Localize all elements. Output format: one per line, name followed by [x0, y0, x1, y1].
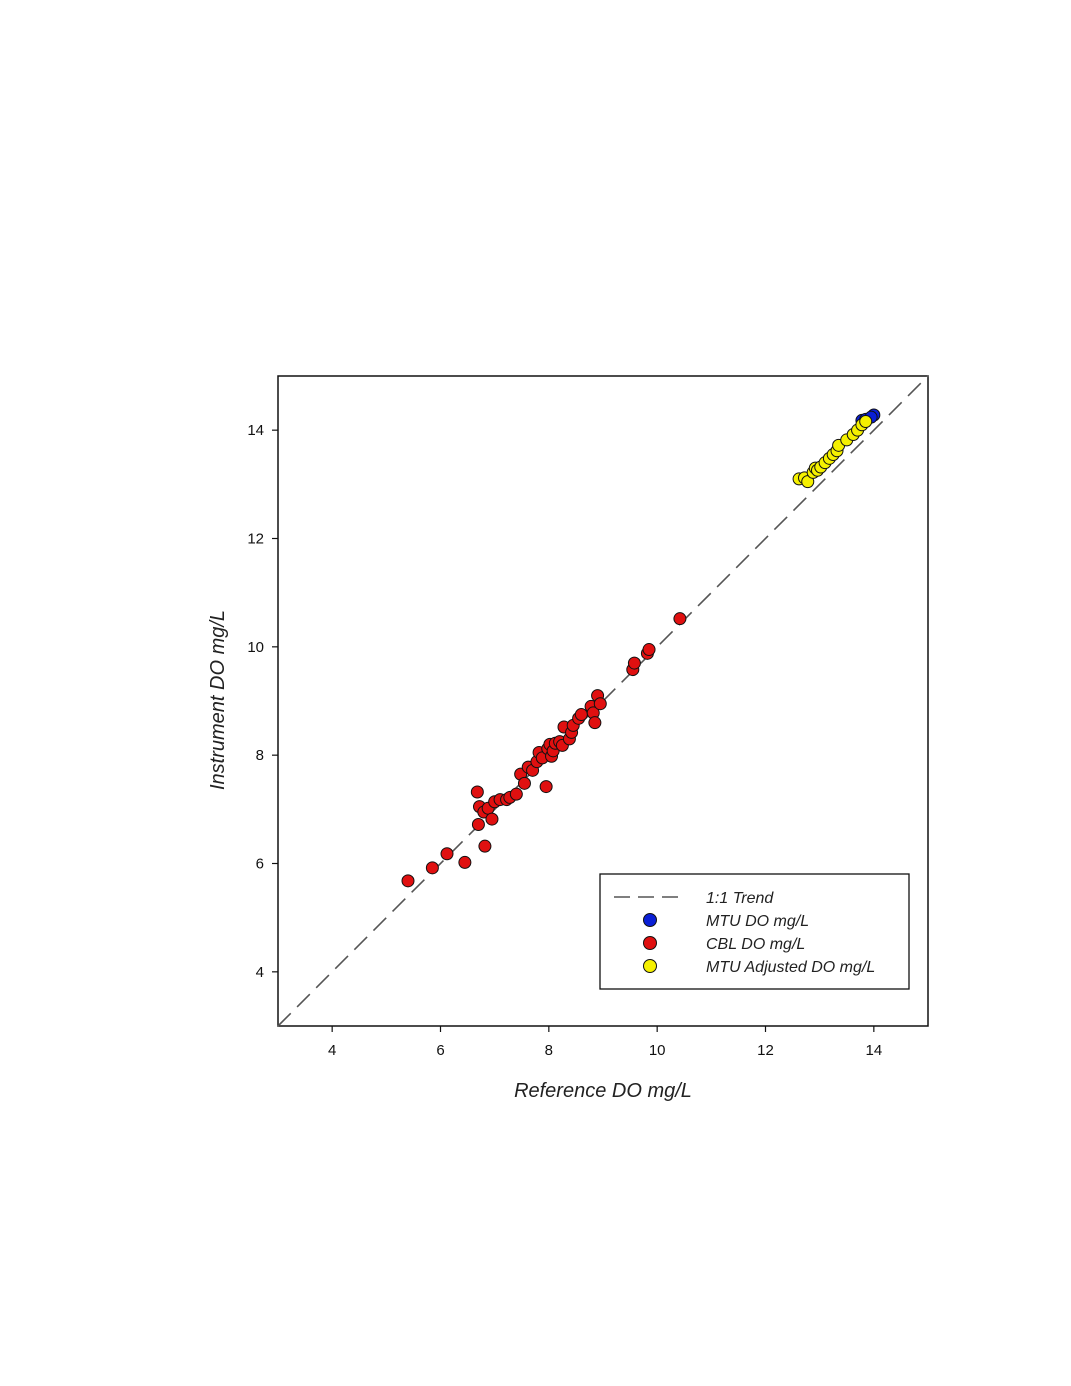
y-tick-label: 8 — [256, 747, 264, 764]
y-axis: 4 6 8 10 12 14 — [247, 422, 278, 981]
data-point — [509, 787, 523, 801]
data-point — [458, 855, 472, 869]
data-point — [470, 785, 484, 799]
y-axis-title: Instrument DO mg/L — [207, 610, 229, 790]
series-cbl — [401, 612, 687, 888]
data-point — [588, 716, 602, 730]
x-axis: 4 6 8 10 12 14 — [328, 1026, 882, 1059]
data-point — [485, 812, 499, 826]
y-tick-label: 10 — [247, 639, 264, 656]
data-point — [401, 874, 415, 888]
data-point — [859, 415, 873, 428]
data-point — [627, 656, 641, 670]
y-tick-label: 6 — [256, 856, 264, 873]
data-point — [574, 708, 588, 722]
x-tick-label: 8 — [545, 1042, 553, 1059]
data-point — [478, 839, 492, 853]
data-point — [440, 847, 454, 861]
data-point — [642, 643, 656, 657]
data-point — [425, 861, 439, 875]
x-tick-label: 12 — [757, 1042, 774, 1059]
legend: 1:1 Trend MTU DO mg/L CBL DO mg/L MTU Ad… — [599, 873, 910, 990]
data-point — [673, 612, 687, 626]
legend-label-mtu: MTU DO mg/L — [706, 913, 809, 930]
y-tick-label: 14 — [247, 422, 264, 439]
data-point — [539, 780, 553, 794]
x-tick-label: 6 — [436, 1042, 444, 1059]
series-mtu-adjusted — [792, 415, 873, 489]
legend-swatch-cbl — [643, 936, 657, 950]
x-tick-label: 4 — [328, 1042, 336, 1059]
data-points — [401, 408, 881, 888]
data-point — [517, 776, 531, 790]
data-point — [471, 818, 485, 831]
legend-swatch-mtu — [643, 913, 657, 927]
legend-label-mtu-adjusted: MTU Adjusted DO mg/L — [706, 959, 875, 976]
x-tick-label: 14 — [865, 1042, 882, 1059]
legend-swatch-mtu-adjusted — [643, 959, 657, 973]
x-axis-title: Reference DO mg/L — [514, 1080, 692, 1102]
legend-label-trend: 1:1 Trend — [706, 890, 774, 907]
x-tick-label: 10 — [649, 1042, 666, 1059]
y-tick-label: 4 — [256, 964, 264, 981]
data-point — [593, 697, 607, 711]
y-tick-label: 12 — [247, 531, 264, 548]
legend-label-cbl: CBL DO mg/L — [706, 936, 805, 953]
